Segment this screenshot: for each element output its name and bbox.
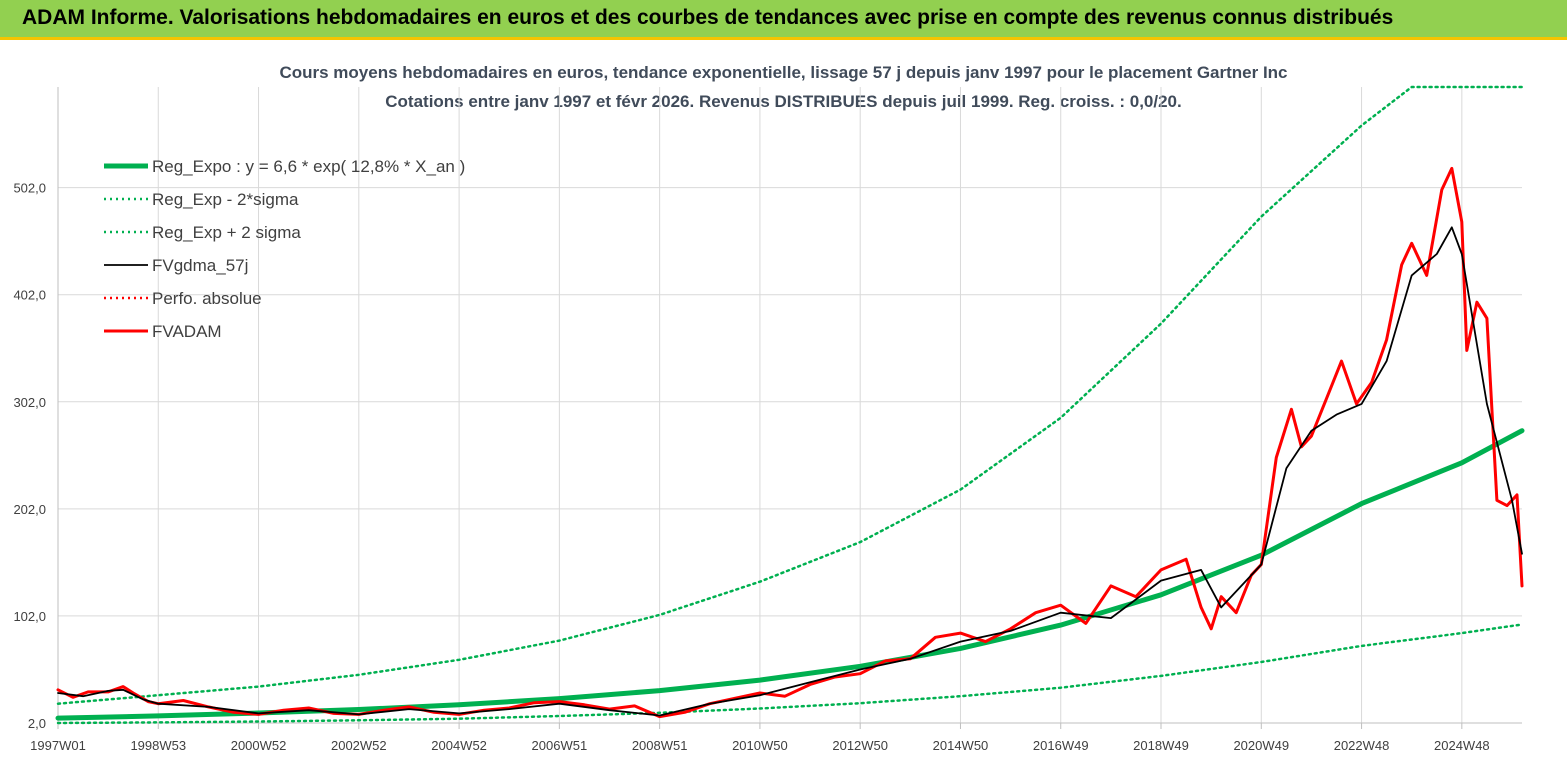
y-tick-label: 302,0: [13, 395, 46, 410]
legend-label: Reg_Expo : y = 6,6 * exp( 12,8% * X_an ): [152, 157, 465, 176]
series-line: [56, 166, 1524, 719]
x-tick-label: 2014W50: [933, 738, 989, 753]
legend-label: FVgdma_57j: [152, 256, 248, 275]
chart-area: Cours moyens hebdomadaires en euros, ten…: [0, 40, 1567, 783]
chart-title-line-1: Cours moyens hebdomadaires en euros, ten…: [279, 63, 1288, 82]
legend-label: FVADAM: [152, 322, 222, 341]
series-line: [55, 428, 1525, 721]
line-chart: 2,0 102,0 202,0 302,0 402,0 502,0 1997W01 1998W…: [13, 85, 1525, 753]
y-tick-label: 402,0: [13, 288, 46, 303]
chart-title-line-2: Cotations entre janv 1997 et févr 2026. …: [385, 92, 1182, 111]
title-banner: ADAM Informe. Valorisations hebdomadaire…: [0, 0, 1567, 40]
x-tick-label: 1997W01: [30, 738, 86, 753]
x-tick-label: 2006W51: [532, 738, 588, 753]
y-tick-label: 2,0: [28, 716, 46, 731]
x-tick-label: 2000W52: [231, 738, 287, 753]
x-tick-label: 2022W48: [1334, 738, 1390, 753]
x-tick-label: 2024W48: [1434, 738, 1490, 753]
x-tick-label: 2004W52: [431, 738, 487, 753]
x-tick-label: 2010W50: [732, 738, 788, 753]
y-tick-label: 502,0: [13, 181, 46, 196]
legend-label: Perfo. absolue: [152, 289, 262, 308]
y-tick-label: 202,0: [13, 502, 46, 517]
x-tick-label: 2008W51: [632, 738, 688, 753]
banner-title: ADAM Informe. Valorisations hebdomadaire…: [22, 6, 1394, 29]
x-tick-label: 2002W52: [331, 738, 387, 753]
series-line: [57, 226, 1523, 717]
series-line: [56, 85, 1524, 705]
y-tick-label: 102,0: [13, 609, 46, 624]
x-tick-label: 2020W49: [1233, 738, 1289, 753]
x-tick-label: 1998W53: [130, 738, 186, 753]
x-tick-label: 2018W49: [1133, 738, 1189, 753]
x-tick-label: 2012W50: [832, 738, 888, 753]
series-line: [56, 623, 1524, 725]
x-tick-label: 2016W49: [1033, 738, 1089, 753]
legend-label: Reg_Exp + 2 sigma: [152, 223, 301, 242]
legend-label: Reg_Exp - 2*sigma: [152, 190, 299, 209]
